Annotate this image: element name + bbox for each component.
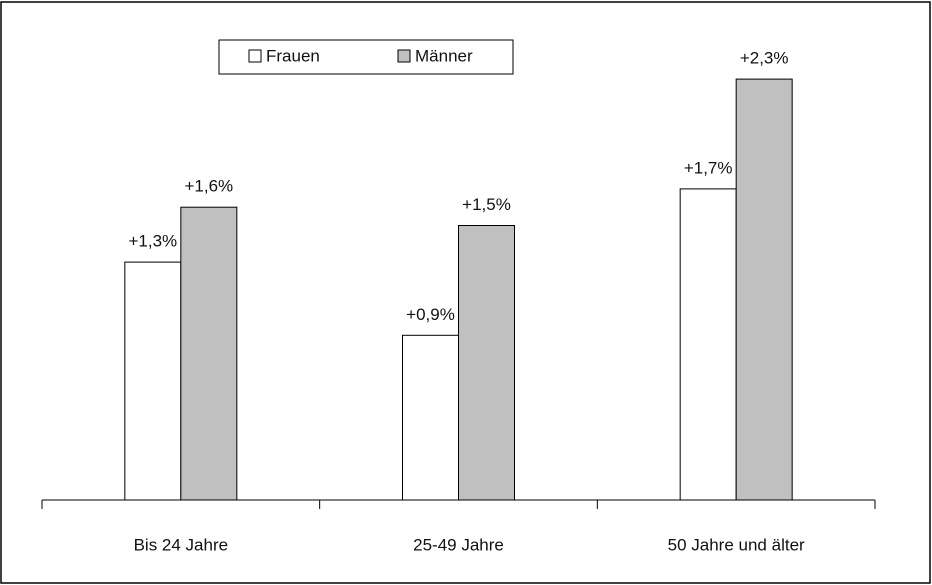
bar xyxy=(679,188,737,501)
x-tick-label: 25-49 Jahre xyxy=(413,535,504,554)
x-tick-label: Bis 24 Jahre xyxy=(134,535,229,554)
value-label: +1,7% xyxy=(684,158,733,177)
bar xyxy=(124,261,182,501)
value-label: +2,3% xyxy=(740,49,789,68)
bar xyxy=(402,334,459,501)
value-label: +1,3% xyxy=(128,232,177,251)
bar xyxy=(180,206,238,501)
legend-box xyxy=(218,39,514,75)
legend-swatch xyxy=(397,49,411,63)
legend-label: Männer xyxy=(415,46,473,65)
legend-label: Frauen xyxy=(266,46,320,65)
x-tick-label: 50 Jahre und älter xyxy=(668,535,805,554)
value-label: +0,9% xyxy=(406,305,455,324)
bar xyxy=(458,225,515,501)
legend-swatch xyxy=(248,49,262,63)
value-label: +1,5% xyxy=(462,195,511,214)
value-label: +1,6% xyxy=(184,177,233,196)
bar xyxy=(735,78,793,501)
